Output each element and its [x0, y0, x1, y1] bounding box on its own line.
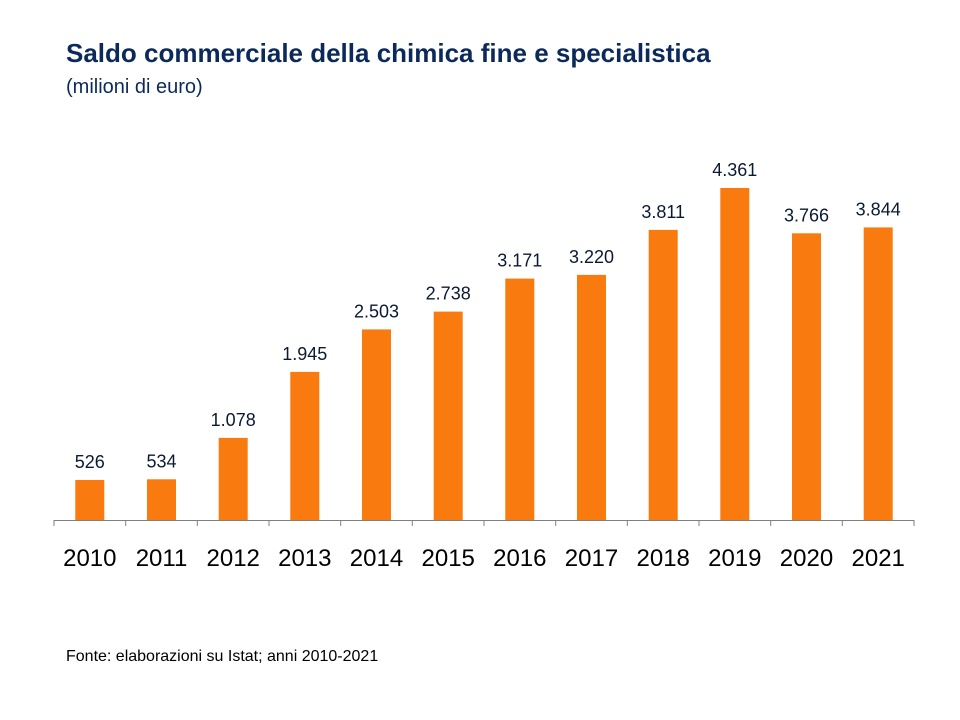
data-label-2015: 2.738: [426, 284, 471, 304]
bar-2021: [864, 227, 893, 520]
data-label-2019: 4.361: [712, 160, 757, 180]
x-tick-label-2019: 2019: [708, 545, 761, 572]
data-label-2021: 3.844: [856, 199, 901, 219]
data-label-2013: 1.945: [282, 344, 327, 364]
data-label-2020: 3.766: [784, 205, 829, 225]
bar-2019: [720, 188, 749, 520]
bar-2013: [290, 372, 319, 520]
bar-2010: [75, 480, 104, 520]
data-label-2017: 3.220: [569, 247, 614, 267]
data-label-2012: 1.078: [211, 410, 256, 430]
source-footnote: Fonte: elaborazioni su Istat; anni 2010-…: [66, 648, 378, 666]
bar-2020: [792, 233, 821, 520]
bar-2012: [219, 438, 248, 520]
x-tick-label-2020: 2020: [780, 545, 833, 572]
x-tick-label-2018: 2018: [637, 545, 690, 572]
data-label-2014: 2.503: [354, 301, 399, 321]
bar-2018: [649, 230, 678, 520]
x-tick-label-2010: 2010: [63, 545, 116, 572]
bar-2015: [434, 312, 463, 520]
x-tick-label-2017: 2017: [565, 545, 618, 572]
x-tick-label-2014: 2014: [350, 545, 403, 572]
x-tick-label-2011: 2011: [136, 545, 188, 572]
data-label-2010: 526: [75, 452, 105, 472]
x-tick-label-2016: 2016: [493, 545, 546, 572]
bar-2016: [505, 279, 534, 520]
x-tick-label-2021: 2021: [852, 545, 905, 572]
data-label-2011: 534: [146, 451, 176, 471]
x-tick-label-2015: 2015: [422, 545, 475, 572]
data-label-2018: 3.811: [641, 202, 685, 222]
bar-2017: [577, 275, 606, 520]
bar-2014: [362, 329, 391, 520]
bar-2011: [147, 479, 176, 520]
x-tick-label-2012: 2012: [207, 545, 260, 572]
data-label-2016: 3.171: [497, 251, 542, 271]
x-tick-label-2013: 2013: [278, 545, 331, 572]
